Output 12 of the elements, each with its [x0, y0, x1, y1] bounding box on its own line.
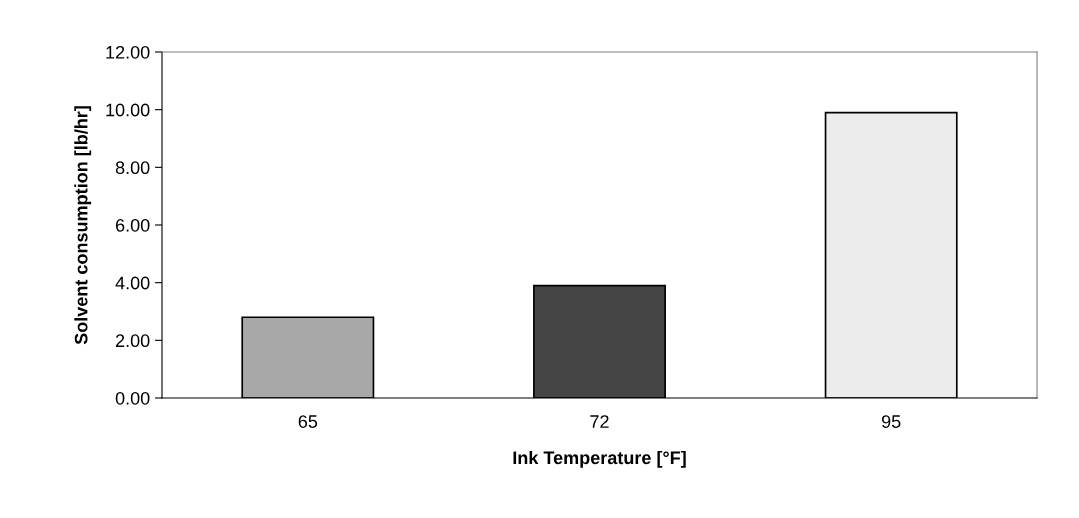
x-tick-label: 95: [881, 415, 901, 428]
y-tick-label: 6.00: [115, 218, 150, 232]
y-tick-label: 4.00: [115, 276, 150, 290]
x-tick-label: 72: [590, 415, 609, 428]
y-tick-label: 12.00: [106, 45, 150, 59]
x-tick-label: 65: [298, 415, 318, 428]
x-axis-title: Ink Temperature [°F]: [513, 450, 686, 468]
y-tick-label: 10.00: [106, 103, 150, 117]
y-tick-label: 8.00: [115, 161, 150, 175]
y-tick-label: 2.00: [115, 334, 150, 348]
y-tick-label: 0.00: [115, 391, 150, 405]
y-axis-title: Solvent consumption [lb/hr]: [74, 106, 92, 345]
